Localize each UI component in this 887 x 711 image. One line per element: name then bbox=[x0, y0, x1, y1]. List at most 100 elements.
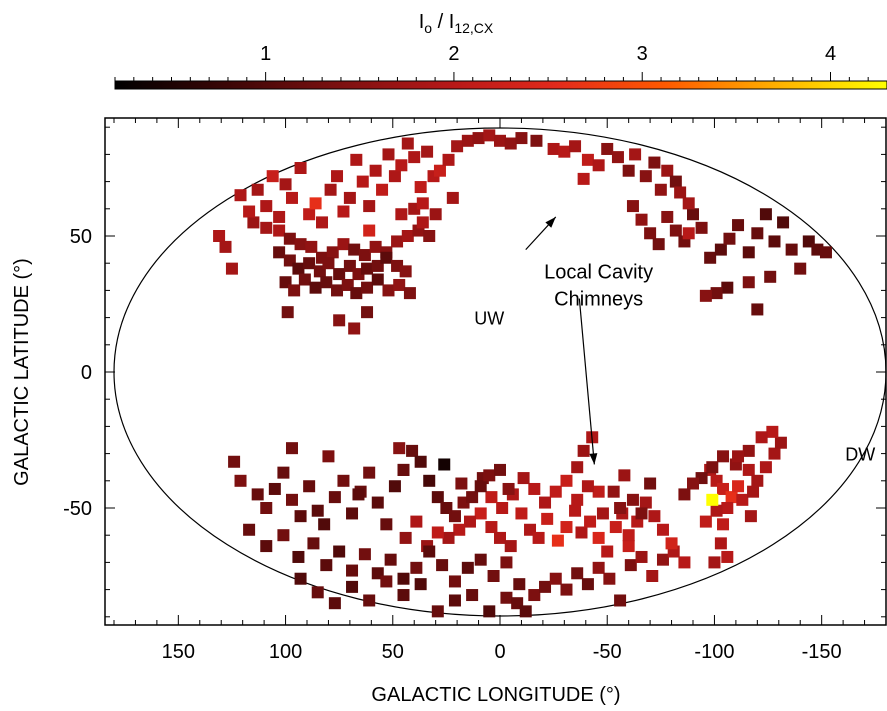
data-point bbox=[431, 605, 444, 618]
data-point bbox=[539, 496, 552, 509]
data-point bbox=[592, 485, 605, 498]
data-point bbox=[395, 159, 408, 172]
data-point bbox=[228, 455, 241, 468]
data-point bbox=[581, 480, 594, 493]
data-point bbox=[502, 482, 515, 495]
colorbar-title: Io / I12,CX bbox=[419, 11, 494, 36]
data-point bbox=[305, 240, 318, 253]
data-point bbox=[446, 191, 459, 204]
data-point bbox=[213, 230, 226, 242]
data-point bbox=[751, 227, 764, 240]
sky-ellipse bbox=[113, 127, 887, 617]
x-tick-label: 100 bbox=[269, 641, 302, 663]
data-point bbox=[474, 553, 487, 566]
colorbar-tick-label: 4 bbox=[825, 43, 836, 65]
data-point bbox=[496, 502, 509, 514]
data-point bbox=[648, 510, 661, 523]
data-point bbox=[635, 507, 648, 520]
data-point bbox=[614, 594, 627, 607]
data-point bbox=[652, 238, 665, 251]
data-point bbox=[309, 281, 322, 294]
data-point bbox=[483, 605, 496, 618]
data-point bbox=[416, 197, 429, 210]
y-tick-label: 50 bbox=[70, 226, 92, 248]
data-point bbox=[774, 436, 787, 449]
data-point bbox=[333, 314, 346, 327]
data-point bbox=[401, 137, 414, 150]
data-point bbox=[442, 153, 455, 166]
data-point bbox=[592, 561, 605, 574]
data-point bbox=[369, 240, 382, 253]
data-point bbox=[485, 521, 498, 534]
data-point bbox=[541, 512, 554, 525]
data-point bbox=[656, 553, 669, 566]
data-point bbox=[618, 469, 631, 482]
data-point bbox=[243, 523, 256, 536]
data-point bbox=[397, 463, 410, 476]
data-point bbox=[346, 580, 359, 593]
data-point bbox=[721, 550, 734, 563]
colorbar-tick-label: 3 bbox=[637, 43, 648, 65]
data-point bbox=[732, 219, 745, 232]
data-point bbox=[474, 480, 487, 493]
data-point bbox=[388, 480, 401, 493]
data-point bbox=[500, 591, 513, 604]
plot-frame bbox=[104, 117, 887, 626]
data-point bbox=[528, 482, 541, 495]
data-point bbox=[277, 466, 290, 479]
data-point bbox=[607, 485, 620, 498]
data-point bbox=[669, 224, 682, 237]
data-point bbox=[326, 246, 339, 259]
data-point bbox=[303, 208, 316, 221]
y-axis-title: GALACTIC LATITUDE (°) bbox=[11, 258, 33, 486]
data-point bbox=[309, 197, 322, 210]
data-point bbox=[742, 276, 755, 289]
data-point bbox=[717, 518, 730, 531]
data-point bbox=[298, 273, 311, 286]
data-point bbox=[624, 559, 637, 572]
colorbar-tick-labels: 1 2 3 4 bbox=[260, 43, 836, 65]
data-point bbox=[322, 257, 335, 270]
data-point bbox=[687, 208, 699, 221]
data-point bbox=[539, 580, 552, 593]
data-point bbox=[635, 550, 648, 563]
data-point bbox=[285, 191, 298, 204]
data-point bbox=[225, 262, 238, 275]
data-point bbox=[408, 151, 421, 164]
data-point bbox=[710, 287, 723, 300]
data-point bbox=[234, 189, 247, 202]
data-point bbox=[577, 172, 590, 185]
data-point bbox=[528, 589, 541, 602]
data-point bbox=[399, 531, 412, 544]
data-point bbox=[742, 444, 755, 457]
data-point bbox=[487, 570, 500, 582]
data-point bbox=[382, 284, 395, 297]
data-point bbox=[318, 518, 331, 531]
data-point bbox=[436, 559, 449, 572]
data-point bbox=[571, 567, 584, 580]
data-point bbox=[530, 134, 543, 147]
data-point bbox=[819, 246, 832, 259]
data-point bbox=[648, 156, 661, 169]
data-point bbox=[281, 306, 294, 319]
data-point bbox=[382, 148, 395, 161]
data-point bbox=[320, 276, 333, 289]
data-point bbox=[361, 306, 374, 319]
data-point bbox=[455, 477, 468, 490]
annotation-uw: UW bbox=[474, 309, 504, 329]
data-point bbox=[560, 521, 573, 534]
data-point bbox=[350, 287, 363, 300]
data-point bbox=[717, 450, 730, 463]
data-point bbox=[247, 216, 260, 229]
data-point bbox=[391, 235, 404, 248]
data-point bbox=[569, 140, 582, 153]
data-point bbox=[350, 153, 363, 166]
data-point bbox=[376, 183, 389, 196]
data-point bbox=[423, 474, 436, 487]
data-point bbox=[380, 575, 393, 588]
data-point bbox=[316, 216, 329, 229]
data-point bbox=[294, 510, 307, 523]
data-point bbox=[251, 183, 264, 196]
data-point bbox=[384, 553, 397, 566]
